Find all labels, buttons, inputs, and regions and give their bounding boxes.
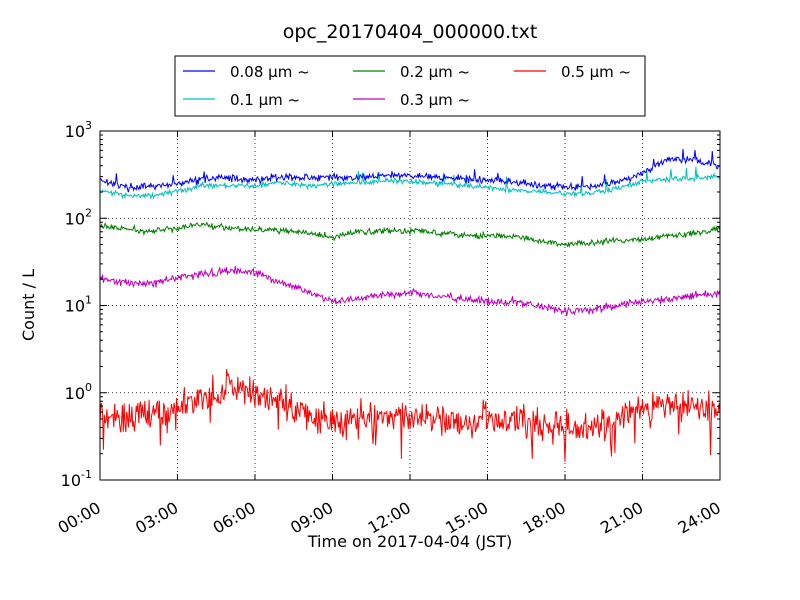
legend: 0.08 μm ~ 0.1 μm ~ 0.2 μm ~ 0.3 μm ~ 0.5 μm … <box>175 56 645 116</box>
legend-label: 0.2 μm ~ <box>400 63 470 81</box>
chart-title: opc_20170404_000000.txt <box>283 21 538 43</box>
chart: opc_20170404_000000.txt 00:00 03:00 06:00 0… <box>0 0 800 600</box>
legend-label: 0.5 μm ~ <box>561 63 631 81</box>
legend-label: 0.1 μm ~ <box>230 91 300 109</box>
legend-label: 0.08 μm ~ <box>230 63 310 81</box>
legend-label: 0.3 μm ~ <box>400 91 470 109</box>
x-axis-label: Time on 2017-04-04 (JST) <box>307 532 512 551</box>
y-axis-label: Count / L <box>19 269 38 341</box>
